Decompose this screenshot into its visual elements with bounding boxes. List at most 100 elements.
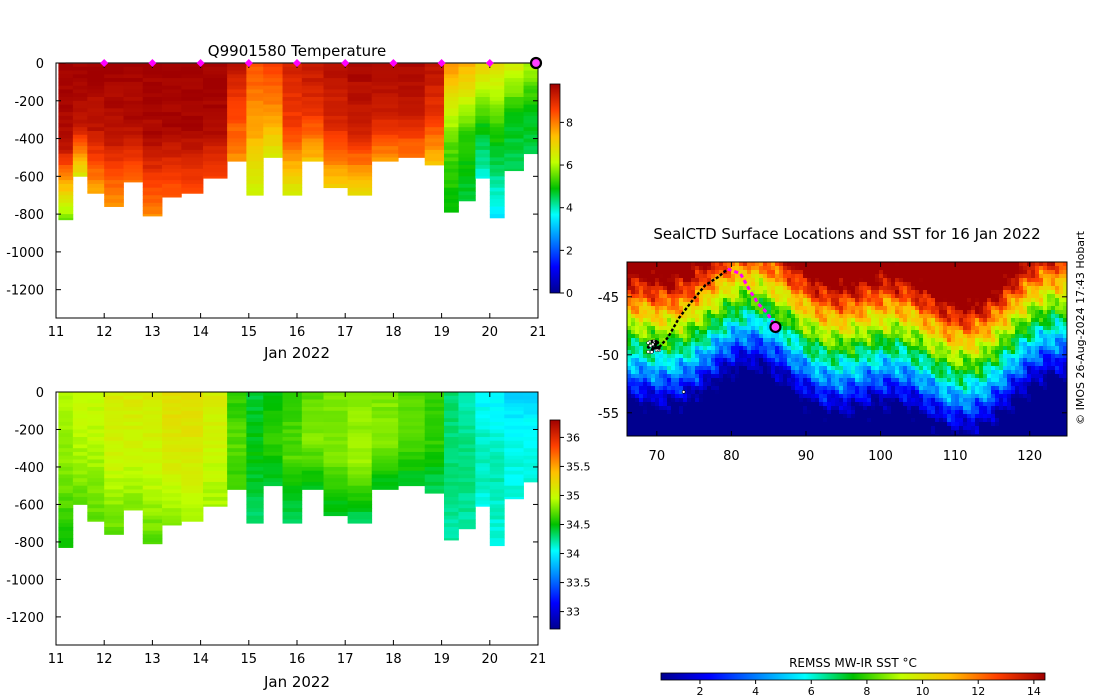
sst-cell [995,318,1000,323]
sst-cell [639,322,644,327]
sst-cell [951,274,956,279]
sst-cell [631,298,636,303]
sst-cell [951,286,956,291]
heatmap-cell [104,481,124,487]
sst-cell [1035,358,1040,363]
sst-cell [995,358,1000,363]
heatmap-cell [301,399,324,404]
sst-cell [711,282,716,287]
sst-cell [667,266,672,271]
surface-marker [341,59,350,67]
sst-cell [631,290,636,295]
sst-cell [947,334,952,339]
heatmap-cell [323,123,349,128]
heatmap-cell [489,523,505,528]
x-tick-label: 19 [433,652,450,667]
sst-cell [735,358,740,363]
heatmap-cell [323,138,349,143]
heatmap-cell [475,474,491,479]
sst-cell [999,310,1004,315]
sst-cell [723,286,728,291]
sst-cell [1023,354,1028,359]
sst-cell [791,350,796,355]
sst-cell [783,326,788,331]
sst-cell [831,274,836,279]
sst-cell [631,326,636,331]
sst-cell [751,366,756,371]
sst-cell [879,326,884,331]
sst-cell [935,342,940,347]
heatmap-cell [123,78,144,83]
heatmap-cell [523,149,538,155]
heatmap-cell [523,436,538,442]
heatmap-cell [246,451,264,457]
sst-cell [691,298,696,303]
sst-cell [823,278,828,283]
sst-cell [987,286,992,291]
sst-cell [747,334,752,339]
sst-cell [1035,318,1040,323]
heatmap-cell [58,180,74,185]
heatmap-cell [58,176,74,181]
sst-cell [863,274,868,279]
sst-cell [671,342,676,347]
sst-cell [923,350,928,355]
sst-cell [711,314,716,319]
sst-cell [675,366,680,371]
heatmap-cell [123,444,144,449]
sst-cell [683,342,688,347]
heatmap-cell [347,81,373,87]
heatmap-cell [203,168,228,173]
sst-cell [655,290,660,295]
sst-cell [899,326,904,331]
sst-cell [851,298,856,303]
heatmap-cell [301,425,324,430]
sst-cell [799,290,804,295]
heatmap-cell [162,504,182,509]
sst-cell [887,366,892,371]
heatmap-cell [424,410,445,415]
heatmap-cell [58,183,74,189]
sst-cell [867,350,872,355]
sst-cell [835,306,840,311]
sst-cell [1023,338,1028,343]
heatmap-cell [203,161,228,166]
heatmap-cell [398,142,426,147]
sst-cell [843,322,848,327]
sst-cell [935,326,940,331]
sst-cell [819,358,824,363]
heatmap-cell [263,421,283,427]
sst-cell [903,322,908,327]
sst-cell [971,322,976,327]
sst-cell [907,366,912,371]
sst-cell [891,290,896,295]
sst-cell [1051,346,1056,351]
heatmap-cell [458,85,476,90]
heatmap-cell [398,89,426,94]
sst-cell [955,374,960,379]
sst-cell [719,358,724,363]
sst-cell [915,290,920,295]
sst-cell [1003,334,1008,339]
heatmap-cell [72,149,88,155]
sst-cell [991,358,996,363]
heatmap-cell [87,410,105,415]
sst-cell [783,338,788,343]
sst-cell [827,322,832,327]
heatmap-cell [87,176,105,181]
sst-cell [1047,270,1052,275]
sst-cell [959,290,964,295]
sst-cell [707,366,712,371]
sst-cell [1003,350,1008,355]
sst-cell [911,362,916,367]
heatmap-cell [424,97,445,102]
sst-cell [767,270,772,275]
sst-cell [811,306,816,311]
sst-cell [751,346,756,351]
heatmap-cell [424,425,445,430]
sst-cell [823,274,828,279]
sst-cell [1003,278,1008,283]
heatmap-cell [504,70,524,75]
heatmap-cell [72,142,88,147]
x-tick-label: 12 [96,652,113,667]
